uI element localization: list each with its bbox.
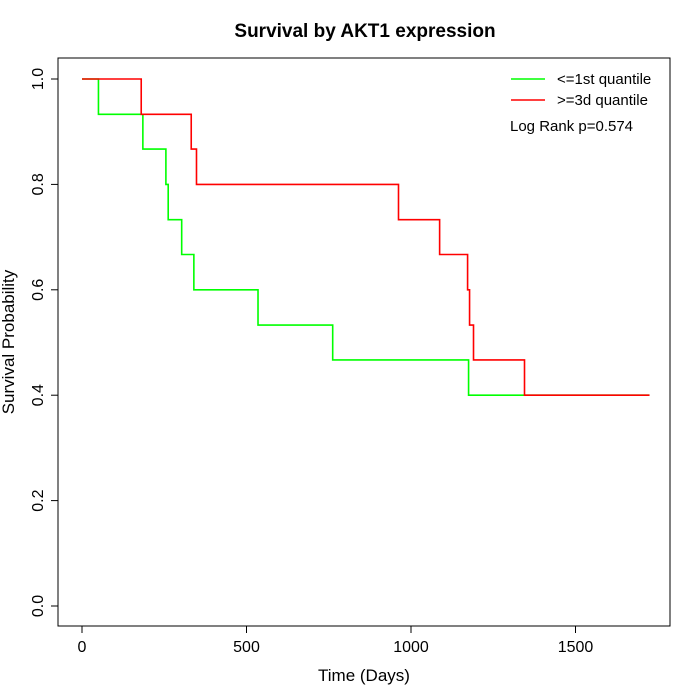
survival-curve-series-1	[82, 78, 650, 396]
x-tick-label: 1000	[393, 639, 429, 656]
survival-curve-series-2	[82, 78, 650, 396]
legend-label-series-2: >=3d quantile	[557, 92, 648, 109]
chart-title: Survival by AKT1 expression	[234, 21, 495, 42]
legend: <=1st quantile >=3d quantile	[511, 71, 651, 109]
x-tick-label: 0	[78, 639, 87, 656]
x-tick-label: 500	[233, 639, 260, 656]
y-tick-label: 0.8	[30, 173, 47, 195]
y-tick-label: 0.4	[30, 384, 47, 406]
x-tick-label: 1500	[558, 639, 594, 656]
y-tick-label: 0.0	[30, 595, 47, 617]
x-axis: 0 500 1000 1500	[78, 625, 594, 656]
y-tick-label: 1.0	[30, 68, 47, 90]
log-rank-annotation: Log Rank p=0.574	[510, 118, 633, 135]
y-tick-label: 0.2	[30, 489, 47, 511]
legend-label-series-1: <=1st quantile	[557, 71, 651, 88]
survival-curves	[82, 78, 650, 396]
y-axis: 0.0 0.2 0.4 0.6 0.8 1.0	[30, 68, 59, 617]
x-axis-label: Time (Days)	[318, 666, 410, 685]
y-tick-label: 0.6	[30, 279, 47, 301]
plot-frame	[57, 57, 671, 627]
y-axis-label: Survival Probability	[0, 269, 18, 414]
